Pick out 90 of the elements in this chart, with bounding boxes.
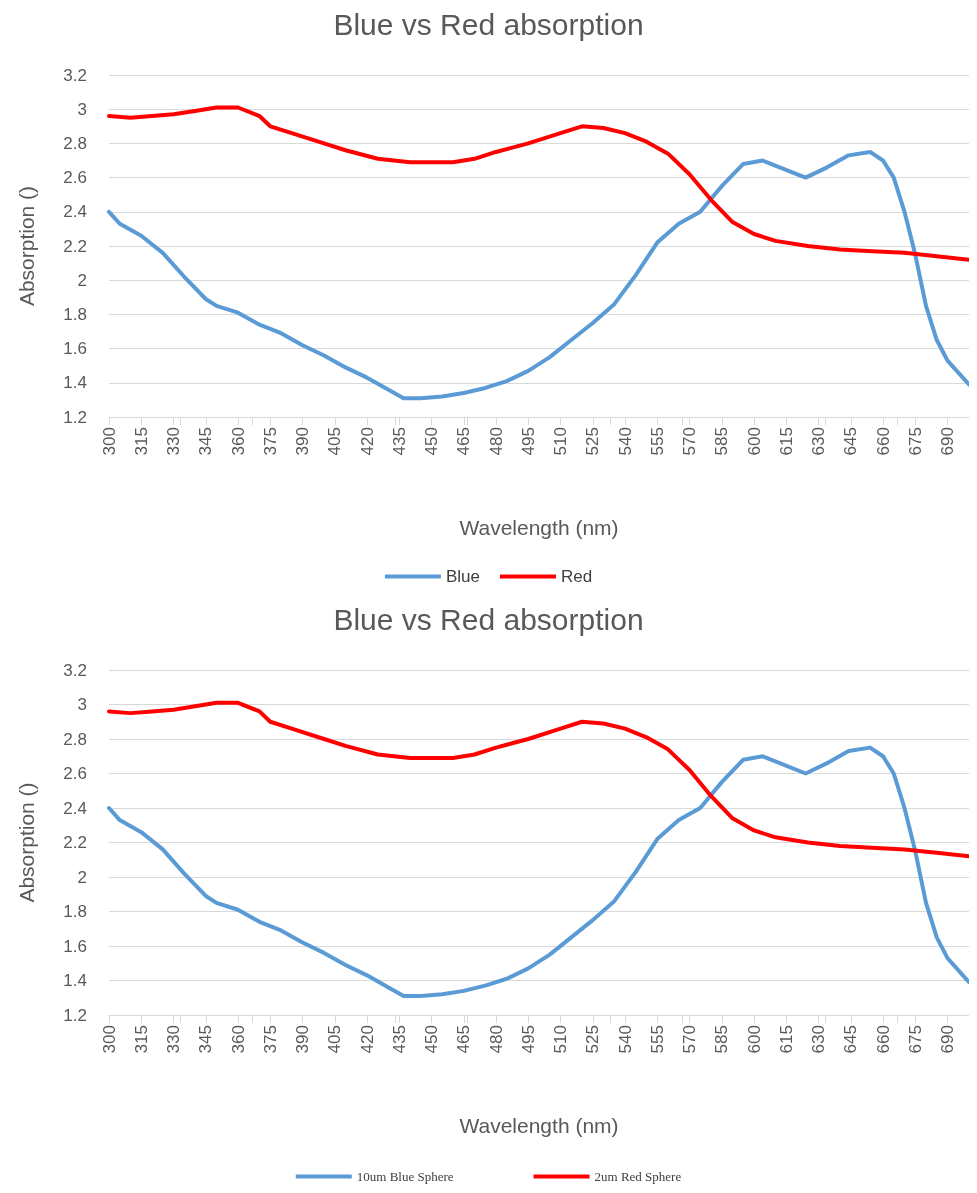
x-tick-label: 345 xyxy=(196,1025,216,1054)
y-axis-title: Absorption () xyxy=(15,782,38,903)
x-tick-label: 315 xyxy=(131,427,151,456)
y-tick-label: 1.6 xyxy=(63,936,87,956)
x-tick-label: 375 xyxy=(260,427,280,456)
legend-label: Blue xyxy=(445,567,480,586)
y-tick-label: 2.4 xyxy=(63,202,87,222)
y-tick-label: 3.2 xyxy=(63,65,87,85)
x-tick-label: 585 xyxy=(712,427,732,456)
y-tick-label: 1.2 xyxy=(63,1005,87,1025)
x-tick-label: 615 xyxy=(776,1025,796,1054)
y-tick-label: 1.4 xyxy=(63,373,87,393)
x-tick-label: 690 xyxy=(938,1025,957,1054)
y-tick-label: 2.6 xyxy=(63,168,87,188)
x-tick-label: 405 xyxy=(325,427,345,456)
x-tick-label: 540 xyxy=(615,427,635,456)
x-tick-label: 435 xyxy=(389,1025,409,1054)
y-tick-label: 2.6 xyxy=(63,764,87,783)
legend-label: Red xyxy=(560,567,593,586)
x-tick-label: 480 xyxy=(486,427,506,456)
x-tick-label: 660 xyxy=(873,1025,893,1054)
x-tick-label: 630 xyxy=(809,1025,828,1054)
x-tick-label: 300 xyxy=(99,427,119,456)
x-tick-label: 570 xyxy=(680,427,699,456)
y-tick-label: 1.4 xyxy=(63,971,87,990)
y-tick-label: 2.2 xyxy=(63,833,87,852)
x-tick-label: 330 xyxy=(164,1025,183,1054)
x-tick-label: 360 xyxy=(228,1025,248,1054)
y-axis-title: Absorption () xyxy=(15,185,38,307)
x-tick-label: 540 xyxy=(615,1025,635,1054)
x-tick-label: 390 xyxy=(293,427,312,456)
y-tick-label: 2.8 xyxy=(63,133,87,153)
x-tick-label: 510 xyxy=(551,1025,570,1054)
line-series xyxy=(107,105,969,262)
x-tick-label: 435 xyxy=(389,427,409,456)
x-tick-label: 495 xyxy=(518,427,538,456)
x-tick-label: 630 xyxy=(809,427,828,456)
y-tick-label: 3.2 xyxy=(63,660,87,680)
x-tick-label: 675 xyxy=(905,427,925,456)
legend-label: 2um Red Sphere xyxy=(594,1169,682,1184)
y-tick-label: 2.8 xyxy=(63,729,87,749)
line-series xyxy=(107,700,969,859)
x-axis-title: Wavelength (nm) xyxy=(459,1114,619,1137)
y-tick-label: 1.6 xyxy=(63,339,87,359)
chart-title: Blue vs Red absorption xyxy=(333,7,644,41)
x-tick-label: 660 xyxy=(873,427,893,456)
x-tick-label: 465 xyxy=(454,1025,474,1054)
y-tick-label: 1.8 xyxy=(63,902,87,921)
x-tick-label: 375 xyxy=(260,1025,280,1054)
x-tick-label: 510 xyxy=(551,427,570,456)
y-tick-label: 2.4 xyxy=(63,798,87,818)
y-tick-label: 2 xyxy=(77,867,87,887)
line-series xyxy=(107,745,969,999)
x-tick-label: 405 xyxy=(325,1025,345,1054)
legend-label: 10um Blue Sphere xyxy=(356,1169,454,1184)
y-tick-label: 2 xyxy=(77,270,87,290)
x-tick-label: 495 xyxy=(518,1025,538,1054)
x-tick-label: 675 xyxy=(905,1025,925,1054)
x-tick-label: 300 xyxy=(99,1025,119,1054)
y-tick-label: 3 xyxy=(77,695,87,714)
x-tick-label: 465 xyxy=(454,427,474,456)
x-tick-label: 645 xyxy=(841,1025,861,1054)
x-tick-label: 555 xyxy=(647,1025,667,1054)
x-tick-label: 315 xyxy=(131,1025,151,1054)
chart-title: Blue vs Red absorption xyxy=(333,602,644,636)
x-tick-label: 600 xyxy=(744,1025,764,1054)
y-tick-label: 1.2 xyxy=(63,407,87,427)
line-series xyxy=(107,149,969,401)
x-tick-label: 600 xyxy=(744,427,764,456)
y-tick-label: 2.2 xyxy=(63,236,87,256)
x-tick-label: 525 xyxy=(583,1025,603,1054)
x-tick-label: 645 xyxy=(841,427,861,456)
x-tick-label: 555 xyxy=(647,427,667,456)
y-tick-label: 1.8 xyxy=(63,304,87,324)
x-tick-label: 345 xyxy=(196,427,216,456)
x-tick-label: 525 xyxy=(583,427,603,456)
x-tick-label: 450 xyxy=(422,427,441,456)
x-tick-label: 480 xyxy=(486,1025,506,1054)
x-tick-label: 585 xyxy=(712,1025,732,1054)
y-tick-label: 3 xyxy=(77,99,87,119)
x-tick-label: 330 xyxy=(164,427,183,456)
x-tick-label: 690 xyxy=(938,427,957,456)
x-tick-label: 420 xyxy=(357,427,377,456)
x-axis-title: Wavelength (nm) xyxy=(459,516,619,539)
x-tick-label: 360 xyxy=(228,427,248,456)
x-tick-label: 390 xyxy=(293,1025,312,1054)
x-tick-label: 450 xyxy=(422,1025,441,1054)
x-tick-label: 615 xyxy=(776,427,796,456)
x-tick-label: 570 xyxy=(680,1025,699,1054)
x-tick-label: 420 xyxy=(357,1025,377,1054)
